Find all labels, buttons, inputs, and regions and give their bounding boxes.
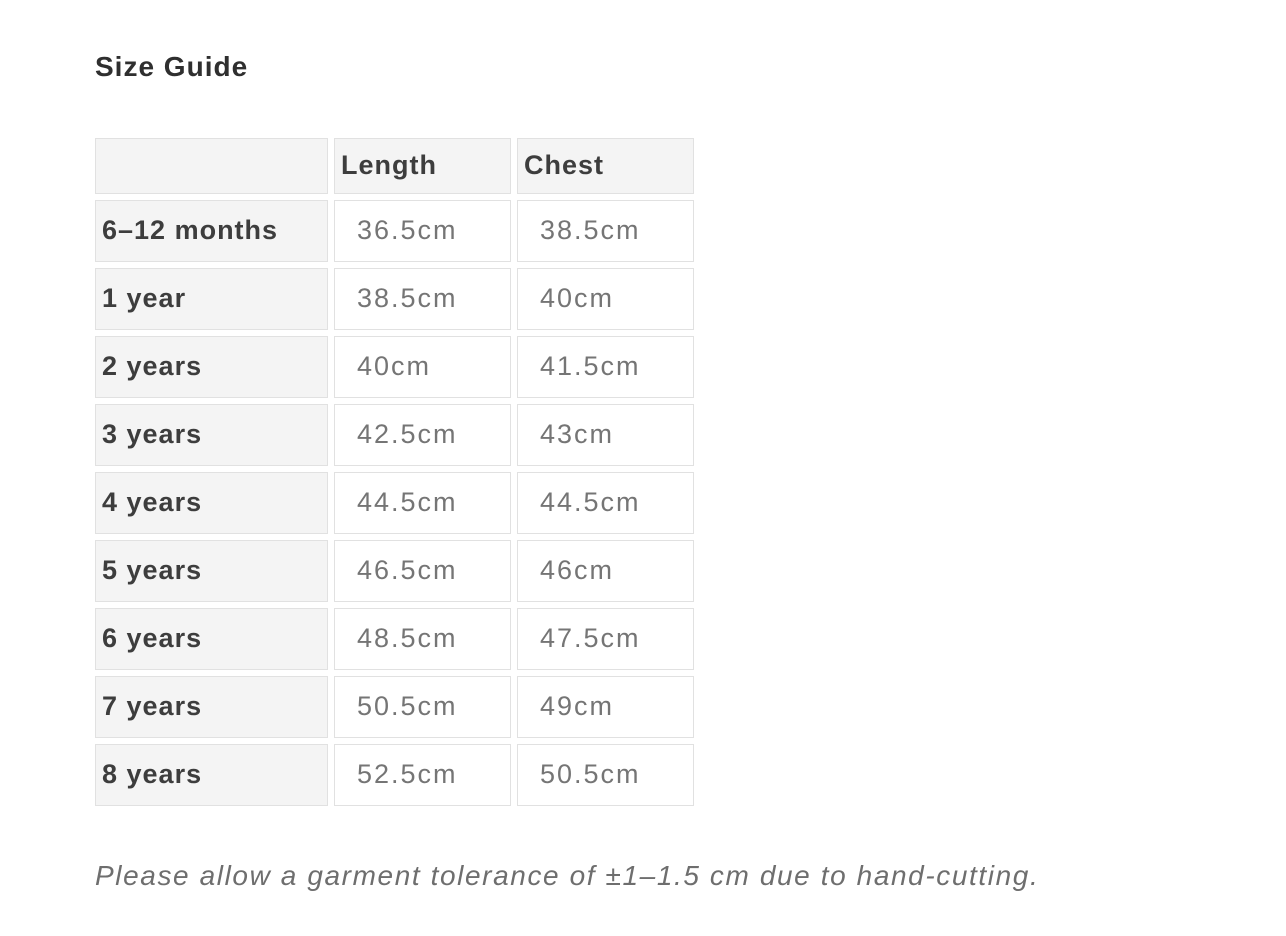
- chest-value-cell: 46cm: [517, 539, 694, 602]
- length-value-cell: 36.5cm: [334, 199, 511, 262]
- row-label: 2 years: [95, 335, 328, 398]
- length-value-cell: 44.5cm: [334, 471, 511, 534]
- corner-cell: [95, 137, 328, 194]
- header-row: Length Chest: [95, 137, 694, 194]
- chest-value-cell: 43cm: [517, 403, 694, 466]
- table-row: 5 years 46.5cm 46cm: [95, 539, 694, 602]
- row-label: 7 years: [95, 675, 328, 738]
- row-label: 3 years: [95, 403, 328, 466]
- length-value-cell: 48.5cm: [334, 607, 511, 670]
- row-label: 6–12 months: [95, 199, 328, 262]
- chest-value-cell: 38.5cm: [517, 199, 694, 262]
- table-row: 4 years 44.5cm 44.5cm: [95, 471, 694, 534]
- table-row: 7 years 50.5cm 49cm: [95, 675, 694, 738]
- table-row: 6–12 months 36.5cm 38.5cm: [95, 199, 694, 262]
- length-value-cell: 40cm: [334, 335, 511, 398]
- size-guide-title: Size Guide: [95, 51, 249, 82]
- size-guide-section: Size Guide Length Chest 6–12 months 36.5…: [89, 51, 1040, 891]
- length-value-cell: 52.5cm: [334, 743, 511, 806]
- row-label: 6 years: [95, 607, 328, 670]
- table-row: 8 years 52.5cm 50.5cm: [95, 743, 694, 806]
- table-row: 6 years 48.5cm 47.5cm: [95, 607, 694, 670]
- size-guide-table: Length Chest 6–12 months 36.5cm 38.5cm 1…: [89, 132, 700, 812]
- length-value-cell: 46.5cm: [334, 539, 511, 602]
- table-row: 2 years 40cm 41.5cm: [95, 335, 694, 398]
- length-value-cell: 50.5cm: [334, 675, 511, 738]
- chest-value-cell: 44.5cm: [517, 471, 694, 534]
- chest-value-cell: 47.5cm: [517, 607, 694, 670]
- row-label: 5 years: [95, 539, 328, 602]
- length-value-cell: 42.5cm: [334, 403, 511, 466]
- tolerance-note: Please allow a garment tolerance of ±1–1…: [95, 859, 1040, 891]
- size-table-header: Length Chest: [95, 137, 694, 194]
- chest-value-cell: 40cm: [517, 267, 694, 330]
- row-label: 1 year: [95, 267, 328, 330]
- length-value-cell: 38.5cm: [334, 267, 511, 330]
- row-label: 8 years: [95, 743, 328, 806]
- chest-column-header: Chest: [517, 137, 694, 194]
- chest-value-cell: 49cm: [517, 675, 694, 738]
- length-column-header: Length: [334, 137, 511, 194]
- chest-value-cell: 41.5cm: [517, 335, 694, 398]
- table-row: 1 year 38.5cm 40cm: [95, 267, 694, 330]
- table-row: 3 years 42.5cm 43cm: [95, 403, 694, 466]
- size-table-body: 6–12 months 36.5cm 38.5cm 1 year 38.5cm …: [95, 199, 694, 806]
- chest-value-cell: 50.5cm: [517, 743, 694, 806]
- row-label: 4 years: [95, 471, 328, 534]
